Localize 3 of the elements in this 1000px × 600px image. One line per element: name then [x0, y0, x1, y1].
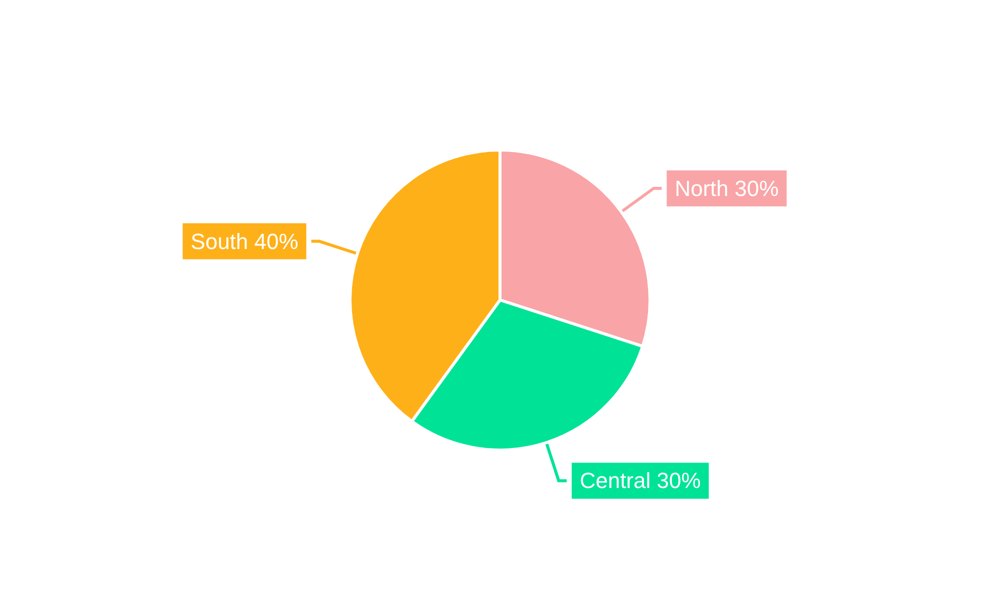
slice-label: South 40% [190, 228, 298, 254]
slice-label: Central 30% [580, 468, 701, 494]
slice-label: North 30% [674, 176, 779, 201]
